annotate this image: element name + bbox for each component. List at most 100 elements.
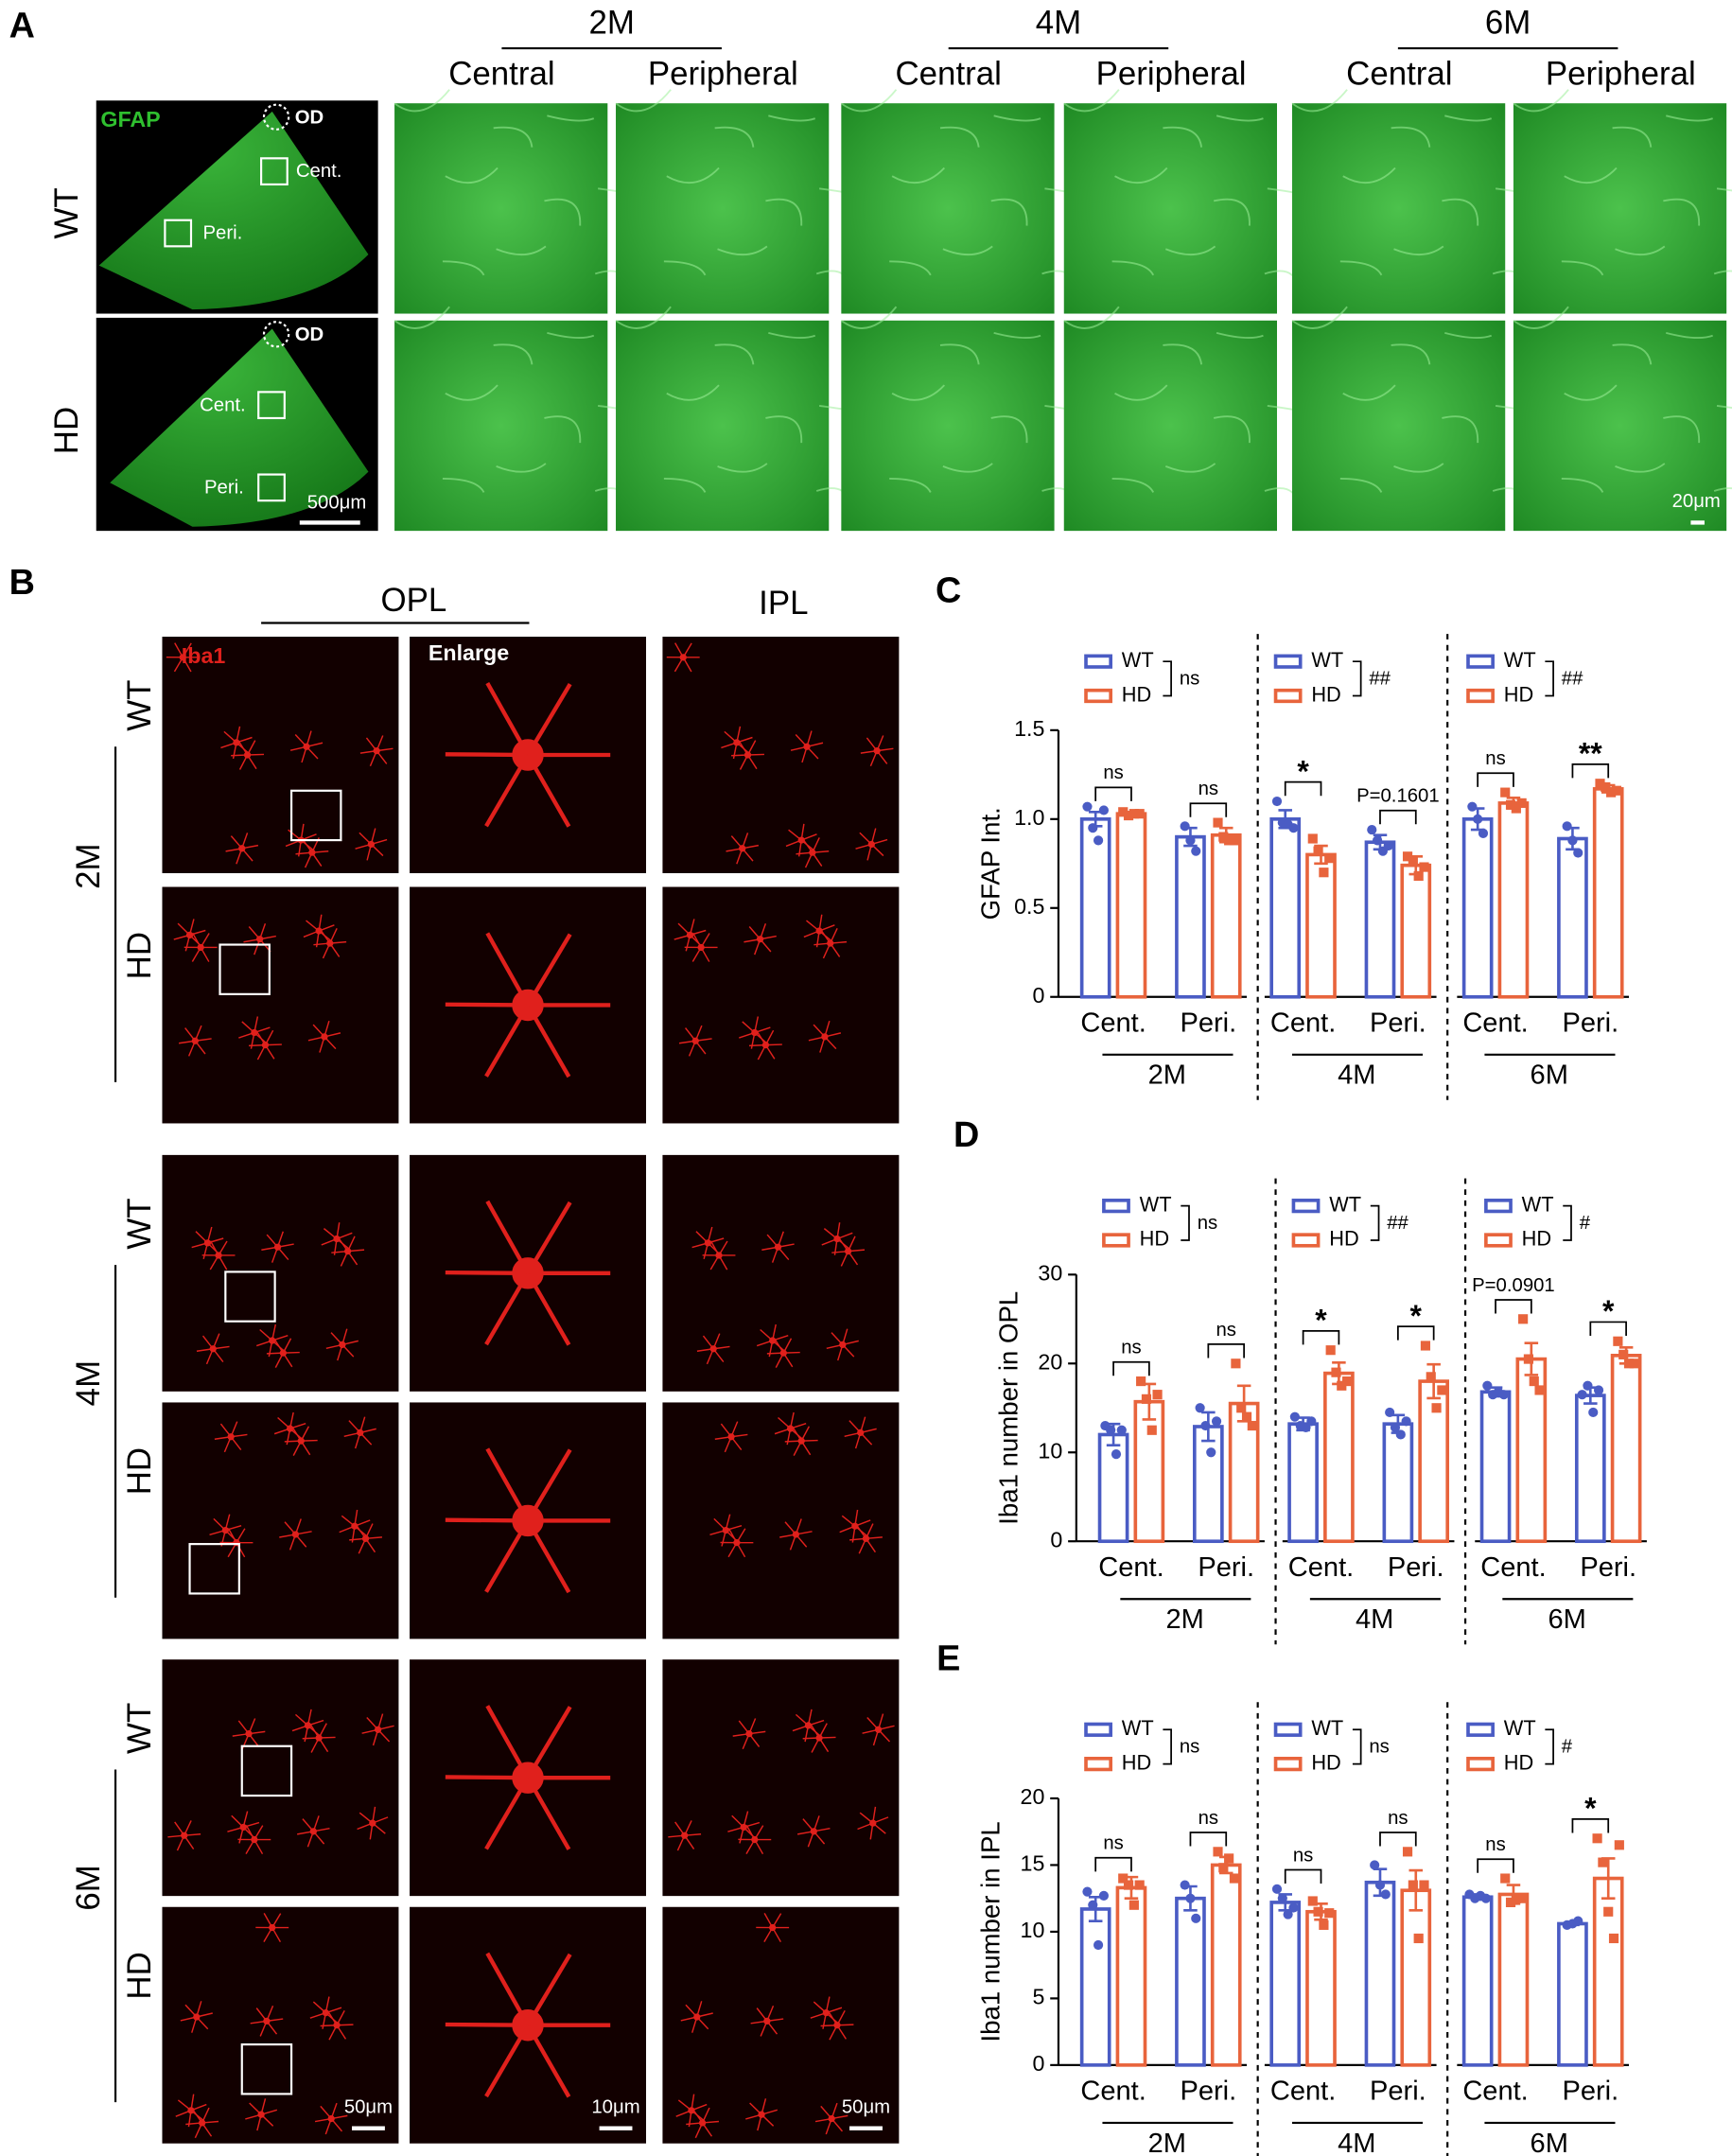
data-point bbox=[1331, 1367, 1341, 1377]
process bbox=[264, 1044, 275, 1060]
process bbox=[772, 1927, 781, 1943]
process bbox=[190, 2094, 195, 2111]
x-tick-label: Peri. bbox=[1370, 2077, 1426, 2107]
microglia-pattern bbox=[675, 1913, 854, 2139]
process bbox=[248, 1733, 260, 1747]
data-point bbox=[1213, 817, 1223, 828]
process bbox=[796, 1531, 813, 1535]
data-point bbox=[1505, 1897, 1516, 1907]
process bbox=[720, 1423, 732, 1438]
process bbox=[870, 828, 877, 845]
process bbox=[484, 1271, 530, 1346]
vessel bbox=[547, 114, 595, 122]
age-header: 4M bbox=[1036, 5, 1081, 42]
process bbox=[826, 2007, 843, 2014]
process bbox=[750, 1032, 756, 1049]
process bbox=[243, 938, 260, 943]
process bbox=[301, 1439, 318, 1442]
process bbox=[196, 2012, 213, 2018]
gfap-micrograph bbox=[1063, 320, 1277, 532]
data-point bbox=[1431, 1403, 1442, 1413]
pair-test-label: ns bbox=[1103, 1833, 1123, 1854]
process bbox=[194, 1025, 202, 1042]
process bbox=[688, 2110, 692, 2128]
od-label: OD bbox=[295, 324, 324, 345]
process bbox=[736, 742, 750, 754]
process bbox=[271, 1913, 282, 1928]
process bbox=[260, 2098, 267, 2115]
process bbox=[265, 1043, 282, 1046]
process bbox=[858, 1538, 867, 1554]
process bbox=[309, 2011, 326, 2019]
data-point bbox=[1288, 1902, 1299, 1913]
process bbox=[247, 753, 265, 756]
vessel bbox=[1612, 343, 1653, 365]
y-axis-label: Iba1 number in OPL bbox=[993, 1291, 1023, 1525]
process bbox=[336, 1222, 341, 1239]
data-point bbox=[1191, 846, 1201, 856]
vessel bbox=[1713, 487, 1732, 492]
process bbox=[276, 1231, 285, 1248]
process bbox=[724, 1436, 732, 1453]
process bbox=[677, 922, 691, 936]
process bbox=[785, 839, 802, 848]
process bbox=[813, 1024, 826, 1038]
process bbox=[241, 848, 254, 862]
vessel bbox=[891, 384, 946, 401]
iba1-micrograph bbox=[162, 1402, 399, 1639]
legend-label: HD bbox=[1122, 1750, 1151, 1774]
process bbox=[306, 745, 319, 760]
process bbox=[866, 1536, 883, 1540]
x-tick-label: Cent. bbox=[1270, 2077, 1336, 2107]
vessel bbox=[666, 384, 720, 401]
legend-label: WT bbox=[1311, 1716, 1343, 1740]
data-point bbox=[1370, 1860, 1380, 1870]
process bbox=[870, 843, 884, 857]
process bbox=[330, 2102, 338, 2119]
process bbox=[819, 1736, 836, 1739]
vessel bbox=[717, 245, 768, 255]
process bbox=[761, 2113, 775, 2127]
process bbox=[266, 2020, 278, 2035]
vessel bbox=[1393, 245, 1444, 255]
process bbox=[184, 1834, 195, 1849]
data-point bbox=[1218, 832, 1229, 842]
vessel bbox=[942, 245, 993, 255]
process bbox=[377, 1725, 394, 1731]
vessel bbox=[1513, 306, 1569, 329]
vessel bbox=[1442, 415, 1479, 444]
process bbox=[750, 2020, 767, 2025]
data-point bbox=[1402, 1847, 1413, 1857]
legend-label: WT bbox=[1122, 648, 1154, 672]
pair-bracket bbox=[1207, 1343, 1245, 1358]
data-point bbox=[1111, 1449, 1122, 1460]
x-tick-label: Cent. bbox=[1462, 1008, 1528, 1038]
microglia-pattern bbox=[166, 642, 394, 868]
data-point bbox=[1480, 1893, 1491, 1903]
process bbox=[236, 1528, 246, 1544]
process bbox=[284, 1521, 296, 1535]
gfap-micrograph bbox=[1513, 320, 1727, 532]
data-point bbox=[1516, 798, 1527, 808]
process bbox=[254, 1031, 268, 1044]
process bbox=[310, 1737, 320, 1753]
process bbox=[749, 2102, 762, 2115]
process bbox=[302, 1818, 314, 1832]
process bbox=[526, 1448, 572, 1522]
process bbox=[824, 1020, 831, 1038]
x-tick-label: Peri. bbox=[1180, 2077, 1236, 2107]
data-point bbox=[1195, 1403, 1205, 1413]
process bbox=[801, 1439, 818, 1442]
legend-label: HD bbox=[1122, 682, 1151, 706]
vessel bbox=[990, 415, 1028, 444]
x-tick-label: Peri. bbox=[1562, 2077, 1618, 2107]
process bbox=[359, 749, 377, 754]
process bbox=[324, 1996, 330, 2013]
data-point bbox=[1307, 1896, 1318, 1906]
vessel bbox=[1663, 415, 1701, 444]
process bbox=[824, 1036, 837, 1050]
vessel bbox=[840, 89, 898, 113]
process bbox=[376, 750, 388, 764]
process bbox=[736, 726, 742, 744]
iba1-micrograph bbox=[162, 1906, 399, 2144]
